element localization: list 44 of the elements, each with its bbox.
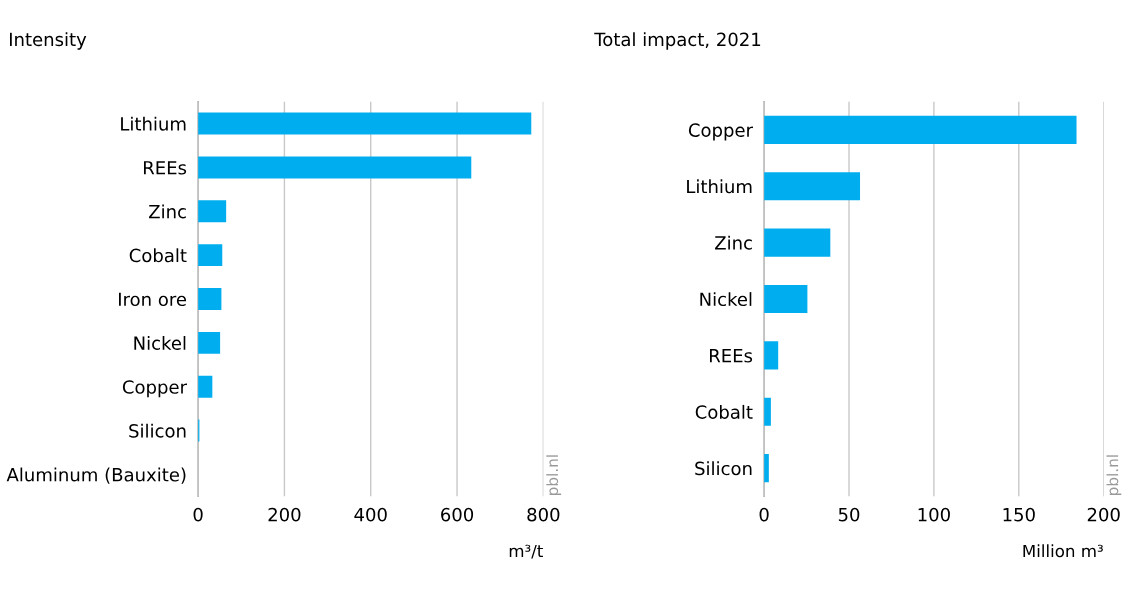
x-tick-label: 800 — [527, 507, 560, 522]
bar — [198, 112, 532, 135]
x-tick-label: 200 — [1087, 507, 1120, 522]
x-tick-label: 400 — [354, 507, 387, 522]
x-axis-title: Million m³ — [1023, 544, 1103, 558]
x-tick-label: 200 — [268, 507, 301, 522]
y-tick-label: Lithium — [687, 179, 752, 194]
bar — [198, 288, 222, 310]
y-tick-label: REEs — [709, 349, 753, 363]
bar — [198, 244, 223, 267]
y-tick-label: Cobalt — [695, 404, 753, 419]
bar — [198, 156, 472, 179]
y-tick-label: Silicon — [695, 461, 752, 476]
y-tick-label: Zinc — [149, 204, 186, 219]
y-tick-label: Nickel — [134, 335, 186, 350]
y-tick-label: Silicon — [129, 423, 186, 438]
bar — [198, 200, 227, 223]
text: pbl.nl — [546, 455, 562, 495]
text: pbl.nl — [1106, 455, 1122, 495]
y-tick-label: REEs — [143, 161, 187, 175]
y-tick-label: Iron ore — [119, 292, 187, 307]
x-tick-label: 600 — [441, 507, 474, 522]
x-tick-label: 50 — [838, 507, 860, 522]
x-tick-label: 100 — [918, 507, 950, 522]
bar — [764, 228, 831, 257]
y-tick-label: Cobalt — [129, 248, 187, 263]
y-tick-label: Zinc — [715, 235, 752, 250]
y-tick-label: Copper — [122, 380, 187, 398]
bar — [198, 331, 221, 354]
bar — [764, 172, 861, 201]
bar — [764, 284, 808, 314]
x-tick-label: 0 — [193, 507, 203, 522]
y-tick-label: Nickel — [700, 292, 752, 307]
bar — [764, 341, 779, 370]
y-tick-label: Lithium — [121, 116, 186, 131]
x-tick-label: 0 — [759, 507, 769, 522]
y-tick-label: Aluminum (Bauxite) — [6, 467, 186, 484]
x-tick-label: 150 — [1003, 507, 1035, 522]
y-tick-label: Copper — [688, 123, 753, 141]
bar — [764, 115, 1077, 144]
chart-title: Total impact, 2021 — [594, 32, 761, 50]
text: Intensity — [9, 32, 87, 50]
bar — [198, 375, 213, 398]
x-axis-title: m³/t — [509, 544, 543, 559]
